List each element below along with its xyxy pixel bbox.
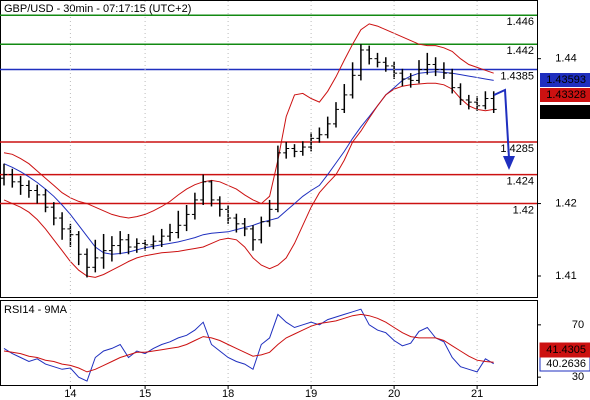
- x-tick-label: 20: [388, 388, 400, 400]
- forecast-arrow: [493, 88, 510, 159]
- forecast-arrow-head: [503, 156, 515, 170]
- y-tick-label: 1.41: [555, 270, 576, 282]
- level-label: 1.4285: [500, 143, 534, 155]
- x-tick-label: 21: [471, 388, 483, 400]
- indicator-line: [3, 23, 494, 219]
- rsi-tag-box: [539, 342, 590, 358]
- level-label: 1.42: [513, 204, 534, 216]
- y-tick-label: 1.44: [555, 53, 576, 65]
- x-tick-label: 14: [64, 388, 76, 400]
- y-tick-label: 30: [572, 371, 584, 383]
- x-tick-label: 19: [305, 388, 317, 400]
- level-label: 1.4385: [500, 70, 534, 82]
- rsi-tag: 41.4305: [546, 344, 586, 356]
- indicator-line: [3, 82, 494, 278]
- price-tag: 1.43593: [546, 74, 586, 86]
- price-tag-box: [540, 73, 590, 87]
- price-tag: 1.43328: [546, 89, 586, 101]
- chart-title: GBP/USD - 30min - 07:17:15 (UTC+2): [4, 3, 191, 15]
- rsi-title: RSI14 - 9MA: [4, 304, 68, 316]
- rsi-line: [3, 313, 494, 373]
- price-tag-box: [540, 88, 590, 102]
- y-tick-label: 70: [572, 319, 584, 331]
- level-label: 1.446: [506, 16, 534, 28]
- rsi-line: [3, 308, 494, 382]
- level-label: 1.442: [506, 45, 534, 57]
- rsi-panel: [0, 300, 538, 386]
- y-tick-label: 1.42: [555, 197, 576, 209]
- level-label: 1.424: [506, 175, 534, 187]
- price-tag-box: [540, 105, 590, 119]
- price-panel: [0, 0, 538, 298]
- indicator-line: [3, 71, 494, 255]
- price-tag: 1.433: [558, 106, 586, 118]
- x-tick-label: 15: [139, 388, 151, 400]
- rsi-tag: 40.2636: [546, 358, 586, 370]
- x-tick-label: 18: [222, 388, 234, 400]
